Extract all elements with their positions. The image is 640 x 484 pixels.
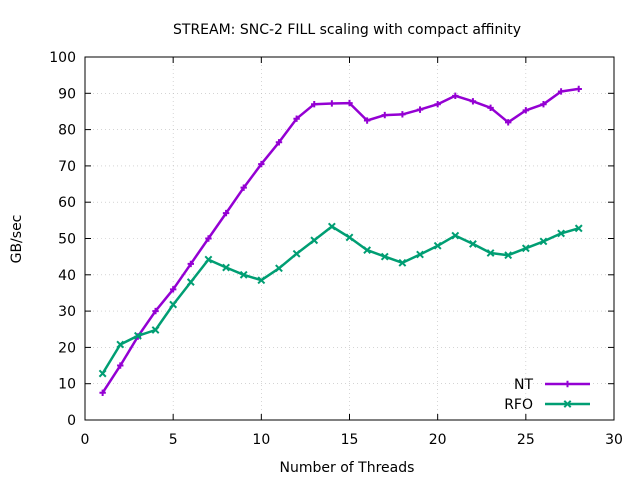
legend-marker-nt xyxy=(564,380,571,388)
series-line-rfo xyxy=(101,225,580,375)
data-point-rfo xyxy=(116,340,125,349)
series-line-nt xyxy=(101,87,579,394)
y-tick-label: 10 xyxy=(58,377,76,393)
y-axis-label: GB/sec xyxy=(9,215,25,264)
data-point-nt xyxy=(205,235,212,242)
data-point-nt xyxy=(540,100,547,108)
data-point-nt xyxy=(346,99,353,107)
data-point-nt xyxy=(575,85,582,93)
data-point-nt xyxy=(311,100,318,108)
data-point-nt xyxy=(117,362,124,369)
series-rfo xyxy=(98,222,583,378)
data-point-rfo xyxy=(222,263,230,272)
data-point-nt xyxy=(99,389,106,396)
data-point-rfo xyxy=(433,241,442,250)
data-point-rfo xyxy=(574,224,583,233)
data-point-rfo xyxy=(151,326,160,334)
axis-ticks: 0 10 20 30 40 50 60 70 80 90 100 0 5 10 15 20 25 30 xyxy=(49,50,623,448)
data-point-nt xyxy=(487,104,494,112)
data-point-nt xyxy=(328,100,336,107)
x-tick-label: 10 xyxy=(252,432,270,448)
data-point-nt xyxy=(434,100,441,108)
series-layer xyxy=(98,85,583,396)
data-point-nt xyxy=(522,107,530,114)
x-axis-label: Number of Threads xyxy=(280,460,415,476)
data-point-rfo xyxy=(169,300,178,309)
legend-marker-rfo xyxy=(563,400,572,408)
data-point-nt xyxy=(399,111,406,118)
y-tick-label: 0 xyxy=(67,413,76,429)
legend-label-rfo: RFO xyxy=(504,397,533,413)
data-point-rfo xyxy=(186,278,195,286)
data-point-nt xyxy=(240,184,247,191)
data-point-nt xyxy=(452,92,459,100)
y-tick-label: 90 xyxy=(58,86,76,102)
data-point-rfo xyxy=(398,258,407,267)
data-point-rfo xyxy=(310,236,319,245)
legend: NT RFO xyxy=(504,377,590,413)
data-point-rfo xyxy=(363,246,372,255)
y-tick-label: 80 xyxy=(58,123,76,139)
data-point-nt xyxy=(505,119,512,126)
data-point-rfo xyxy=(557,229,566,238)
data-point-nt xyxy=(557,88,565,95)
data-point-nt xyxy=(363,117,371,124)
plot-frame xyxy=(84,56,615,421)
data-point-rfo xyxy=(133,331,142,340)
x-tick-label: 25 xyxy=(517,432,535,448)
data-point-nt xyxy=(381,111,388,119)
y-tick-label: 60 xyxy=(58,195,76,211)
data-point-nt xyxy=(169,286,177,293)
data-point-rfo xyxy=(292,249,301,258)
data-point-rfo xyxy=(327,222,336,231)
data-point-nt xyxy=(416,106,424,113)
data-point-rfo xyxy=(257,276,266,285)
legend-label-nt: NT xyxy=(514,377,533,393)
series-nt xyxy=(99,85,582,396)
data-point-nt xyxy=(275,139,283,146)
x-tick-label: 0 xyxy=(81,432,90,448)
data-point-rfo xyxy=(275,264,283,273)
data-point-nt xyxy=(258,160,265,168)
data-point-rfo xyxy=(451,231,460,240)
x-tick-label: 15 xyxy=(341,432,359,448)
x-tick-label: 5 xyxy=(169,432,178,448)
data-point-nt xyxy=(293,115,300,122)
data-point-rfo xyxy=(469,240,477,248)
x-tick-label: 20 xyxy=(429,432,447,448)
data-point-rfo xyxy=(98,369,107,378)
data-point-rfo xyxy=(539,237,548,246)
chart-title: STREAM: SNC-2 FILL scaling with compact … xyxy=(173,22,521,38)
data-point-rfo xyxy=(486,249,495,257)
x-tick-label: 30 xyxy=(605,432,623,448)
data-point-rfo xyxy=(204,255,213,264)
data-point-nt xyxy=(222,209,230,217)
data-point-nt xyxy=(152,307,159,315)
data-point-rfo xyxy=(380,252,389,261)
data-point-rfo xyxy=(504,251,513,260)
data-point-rfo xyxy=(239,270,248,279)
y-tick-label: 100 xyxy=(49,50,76,66)
data-point-rfo xyxy=(416,250,424,259)
data-point-rfo xyxy=(521,244,530,253)
data-point-nt xyxy=(469,98,477,105)
data-point-nt xyxy=(187,260,194,268)
y-tick-label: 20 xyxy=(58,340,76,356)
y-tick-label: 40 xyxy=(58,268,76,284)
y-tick-label: 30 xyxy=(58,304,76,320)
data-point-rfo xyxy=(345,233,354,242)
y-tick-label: 70 xyxy=(58,159,76,175)
y-tick-label: 50 xyxy=(58,232,76,248)
